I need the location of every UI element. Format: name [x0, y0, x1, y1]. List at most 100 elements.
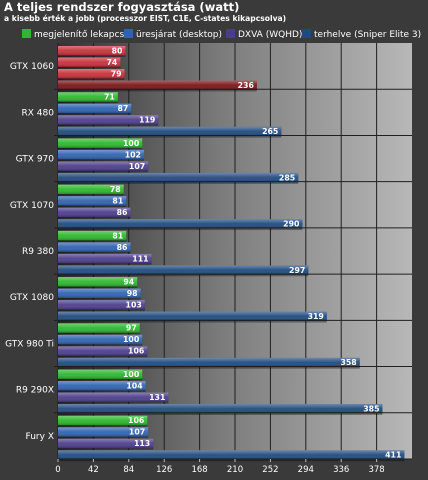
data-label: 297: [289, 266, 305, 275]
data-label: 100: [123, 139, 140, 148]
bar-gloss: [58, 103, 132, 114]
data-label: 385: [363, 404, 379, 413]
bar-gloss: [58, 92, 118, 102]
data-label: 113: [134, 439, 150, 448]
bar-gloss: [58, 311, 327, 322]
category-label: R9 380: [22, 247, 54, 257]
legend-swatch: [302, 29, 311, 38]
bar-gloss: [58, 357, 360, 368]
x-tick-label: 336: [333, 465, 349, 475]
bar-gloss: [58, 184, 124, 195]
data-label: 107: [129, 428, 145, 437]
data-label: 103: [126, 301, 142, 310]
category-label: GTX 1080: [10, 293, 54, 303]
bar-gloss: [58, 161, 149, 171]
bar-gloss: [58, 404, 383, 414]
bar-gloss: [58, 80, 257, 90]
legend-item-idle: üresjárat (desktop): [124, 29, 222, 41]
legend-label: üresjárat (desktop): [136, 30, 222, 40]
chart-header: A teljes rendszer fogyasztása (watt) a k…: [4, 1, 428, 24]
chart-legend: megjelenítő lekapcs. üresjárat (desktop)…: [0, 28, 428, 42]
bar-gloss: [58, 392, 169, 402]
bar-gloss: [58, 300, 145, 310]
x-tick-label: 210: [227, 465, 243, 475]
x-tick-label: 126: [156, 465, 172, 475]
bar-gloss: [58, 207, 131, 218]
bar-gloss: [58, 415, 148, 426]
category-label: GTX 1070: [10, 201, 54, 211]
data-label: 81: [112, 197, 123, 206]
data-label: 98: [127, 289, 138, 298]
bar-gloss: [58, 196, 127, 206]
bar-gloss: [58, 438, 154, 449]
bar-gloss: [58, 253, 152, 264]
x-tick-label: 252: [262, 465, 278, 475]
bar-gloss: [58, 115, 159, 125]
legend-item-load: terhelve (Sniper Elite 3): [302, 29, 421, 41]
data-label: 111: [132, 254, 148, 263]
bar-gloss: [58, 334, 143, 345]
bar-gloss: [58, 172, 299, 183]
legend-item-display-off: megjelenítő lekapcs.: [22, 29, 127, 41]
bar-gloss: [58, 138, 143, 148]
legend-label: terhelve (Sniper Elite 3): [314, 30, 422, 40]
data-label: 119: [139, 116, 155, 125]
data-label: 87: [117, 104, 128, 113]
chart-subtitle: a kisebb érték a jobb (processzor EIST, …: [4, 14, 287, 23]
x-tick-label: 84: [123, 465, 134, 475]
bar-gloss: [58, 427, 149, 437]
data-label: 74: [107, 58, 118, 67]
data-label: 79: [111, 69, 122, 78]
data-label: 285: [279, 173, 295, 182]
legend-label: megjelenítő lekapcs.: [34, 30, 128, 40]
x-tick-label: 378: [368, 465, 384, 475]
data-label: 94: [123, 278, 134, 287]
legend-label: DXVA (WQHD): [238, 30, 303, 40]
data-label: 106: [128, 416, 144, 425]
bar-gloss: [58, 230, 127, 241]
data-label: 131: [149, 393, 165, 402]
data-label: 71: [104, 93, 115, 102]
bar-gloss: [58, 450, 405, 460]
bar-gloss: [58, 126, 282, 137]
bar-gloss: [58, 219, 303, 229]
bar-gloss: [58, 277, 138, 287]
category-label: Fury X: [26, 432, 54, 442]
data-label: 100: [123, 335, 140, 344]
data-label: 104: [126, 381, 143, 390]
bar-gloss: [58, 323, 140, 333]
chart-title: A teljes rendszer fogyasztása (watt): [4, 0, 240, 14]
data-label: 86: [117, 208, 128, 217]
bar-gloss: [58, 265, 309, 275]
x-tick-label: 0: [55, 465, 60, 475]
data-label: 319: [308, 312, 324, 321]
data-label: 106: [128, 347, 144, 356]
data-label: 358: [340, 358, 356, 367]
data-label: 80: [112, 46, 123, 55]
data-label: 290: [283, 220, 300, 229]
bar-gloss: [58, 57, 121, 67]
bar-gloss: [58, 46, 126, 56]
data-label: 81: [112, 231, 123, 240]
category-label: GTX 1060: [10, 62, 54, 72]
category-label: R9 290X: [16, 386, 54, 396]
data-label: 78: [110, 185, 121, 194]
data-label: 107: [129, 162, 145, 171]
legend-item-dxva: DXVA (WQHD): [226, 29, 302, 41]
bar-gloss: [58, 288, 141, 299]
category-label: RX 480: [22, 108, 55, 118]
data-label: 86: [117, 243, 128, 252]
bar-gloss: [58, 381, 146, 391]
data-label: 97: [126, 324, 137, 333]
legend-swatch: [22, 29, 31, 38]
bar-gloss: [58, 149, 144, 160]
bar-gloss: [58, 346, 148, 356]
data-label: 411: [385, 451, 401, 460]
category-label: GTX 970: [16, 155, 55, 165]
category-label: GTX 980 Ti: [5, 339, 54, 349]
bar-gloss: [58, 69, 125, 79]
legend-swatch: [124, 29, 133, 38]
bar-gloss: [58, 369, 143, 379]
x-tick-label: 168: [191, 465, 207, 475]
